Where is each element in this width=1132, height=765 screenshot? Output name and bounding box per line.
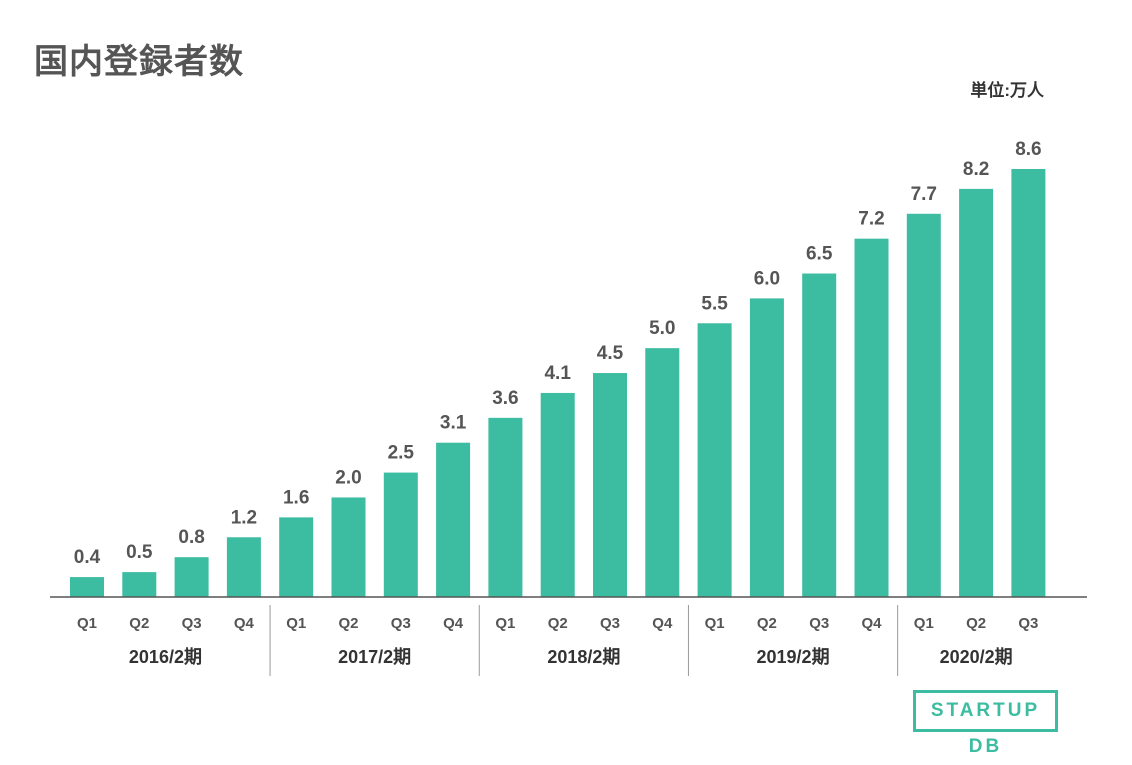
x-tick-label: Q2 bbox=[129, 615, 149, 632]
data-label: 1.2 bbox=[231, 507, 257, 528]
bar bbox=[488, 417, 523, 597]
bar bbox=[906, 213, 941, 597]
data-label: 0.8 bbox=[178, 527, 204, 548]
group-label: 2016/2期 bbox=[129, 647, 202, 667]
x-tick-label: Q2 bbox=[548, 615, 568, 632]
data-label: 1.6 bbox=[283, 487, 309, 508]
x-tick-label: Q4 bbox=[861, 615, 882, 632]
bar bbox=[226, 537, 261, 597]
bar bbox=[174, 557, 209, 597]
x-tick-label: Q3 bbox=[1018, 615, 1038, 632]
data-label: 8.2 bbox=[963, 159, 989, 180]
x-tick-label: Q1 bbox=[914, 615, 934, 632]
bar bbox=[383, 472, 418, 597]
data-label: 3.1 bbox=[440, 413, 467, 434]
x-tick-label: Q1 bbox=[286, 615, 306, 632]
x-tick-label: Q3 bbox=[391, 615, 411, 632]
bar bbox=[802, 273, 837, 597]
chart-title: 国内登録者数 bbox=[34, 43, 244, 81]
data-label: 7.2 bbox=[858, 209, 884, 230]
x-tick-label: Q3 bbox=[600, 615, 620, 632]
data-label: 4.5 bbox=[597, 343, 624, 364]
x-tick-label: Q1 bbox=[495, 615, 515, 632]
data-label: 6.5 bbox=[806, 244, 833, 265]
x-tick-label: Q4 bbox=[234, 615, 255, 632]
x-tick-label: Q1 bbox=[77, 615, 97, 632]
bar bbox=[540, 392, 575, 597]
unit-label: 単位:万人 bbox=[970, 81, 1044, 100]
startup-db-logo: STARTUP DB bbox=[913, 690, 1058, 757]
bar bbox=[854, 238, 889, 597]
bar bbox=[593, 373, 627, 597]
bar bbox=[122, 572, 157, 597]
x-tick-label: Q4 bbox=[443, 615, 464, 632]
data-label: 4.1 bbox=[544, 363, 571, 384]
group-label: 2019/2期 bbox=[757, 647, 830, 667]
bar bbox=[1011, 169, 1046, 597]
data-label: 0.4 bbox=[74, 547, 101, 568]
data-label: 5.0 bbox=[649, 318, 675, 339]
bar bbox=[70, 577, 104, 597]
data-label: 2.0 bbox=[335, 467, 361, 488]
bar bbox=[436, 442, 471, 597]
group-label: 2018/2期 bbox=[547, 647, 620, 667]
bar bbox=[645, 348, 680, 597]
x-tick-label: Q2 bbox=[966, 615, 986, 632]
x-tick-label: Q2 bbox=[757, 615, 777, 632]
data-label: 5.5 bbox=[701, 293, 728, 314]
x-tick-label: Q3 bbox=[182, 615, 202, 632]
data-label: 8.6 bbox=[1015, 139, 1041, 160]
x-tick-label: Q4 bbox=[652, 615, 673, 632]
x-tick-label: Q2 bbox=[338, 615, 358, 632]
bar bbox=[959, 188, 994, 597]
data-label: 3.6 bbox=[492, 388, 518, 409]
x-tick-label: Q3 bbox=[809, 615, 829, 632]
group-label: 2020/2期 bbox=[940, 647, 1013, 667]
data-label: 7.7 bbox=[911, 184, 937, 205]
data-label: 6.0 bbox=[754, 268, 780, 289]
bar bbox=[749, 298, 784, 597]
group-label: 2017/2期 bbox=[338, 647, 411, 667]
data-label: 2.5 bbox=[388, 443, 415, 464]
x-tick-label: Q1 bbox=[705, 615, 725, 632]
bar bbox=[697, 323, 732, 597]
bar bbox=[331, 497, 366, 597]
bar bbox=[279, 517, 314, 597]
data-label: 0.5 bbox=[126, 542, 153, 563]
